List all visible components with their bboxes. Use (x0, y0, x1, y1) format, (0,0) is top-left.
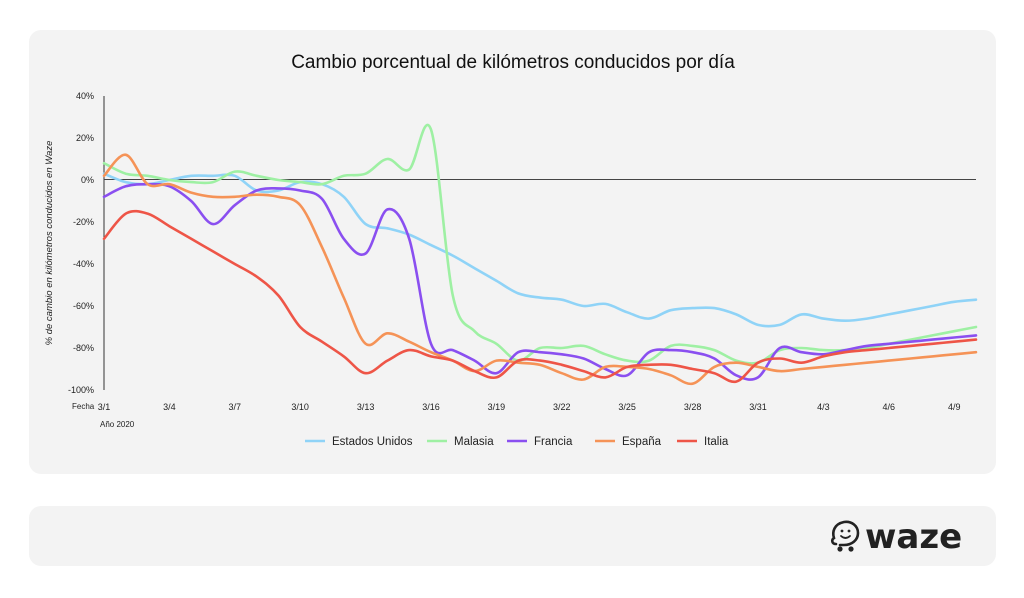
y-tick-label: 40% (76, 91, 94, 101)
x-tick-label: 3/22 (553, 402, 571, 412)
x-tick-label: 3/19 (488, 402, 506, 412)
x-tick-label: 3/10 (291, 402, 309, 412)
x-axis: 3/1 3/4 3/7 3/10 3/13 3/16 3/19 3/22 3/25 3/28 3/3… (98, 402, 961, 412)
waze-icon (830, 520, 860, 552)
y-tick-label: -20% (73, 217, 94, 227)
y-tick-label: 20% (76, 133, 94, 143)
legend-label: Italia (704, 436, 729, 448)
legend: Estados Unidos Malasia Francia España Italia (305, 436, 729, 448)
x-tick-label: 3/31 (749, 402, 767, 412)
x-tick-label: 3/16 (422, 402, 440, 412)
x-axis-sublabel: Año 2020 (100, 420, 135, 429)
chart-card (29, 30, 996, 474)
y-tick-label: -40% (73, 259, 94, 269)
series-line-italia (102, 209, 978, 384)
waze-logo: waze (830, 517, 962, 557)
x-tick-label: 3/25 (618, 402, 636, 412)
legend-label: Francia (534, 436, 573, 448)
x-tick-label: 3/28 (684, 402, 702, 412)
x-tick-label: 4/6 (883, 402, 896, 412)
y-tick-label: -60% (73, 301, 94, 311)
y-axis: 40% 20% 0% -20% -40% -60% -80% -100% (68, 91, 94, 395)
series-lines (102, 123, 978, 386)
y-tick-label: 0% (81, 175, 94, 185)
x-tick-label: 4/3 (817, 402, 830, 412)
x-tick-label: 3/1 (98, 402, 111, 412)
y-tick-label: -80% (73, 343, 94, 353)
x-tick-label: 4/9 (948, 402, 961, 412)
chart-title: Cambio porcentual de kilómetros conducid… (291, 52, 735, 73)
logo-card: waze (29, 506, 996, 566)
x-tick-label: 3/7 (229, 402, 242, 412)
y-tick-label: -100% (68, 385, 94, 395)
x-tick-label: 3/13 (357, 402, 375, 412)
y-axis-label: % de cambio en kilómetros conducidos en … (44, 141, 55, 346)
series-line-estados-unidos (102, 172, 978, 328)
legend-label: España (622, 436, 662, 448)
legend-label: Estados Unidos (332, 436, 413, 448)
series-line-malasia (102, 123, 978, 365)
x-tick-label: 3/4 (163, 402, 176, 412)
x-axis-label: Fecha (72, 402, 95, 411)
series-line-espana (102, 153, 978, 386)
series-line-francia (102, 182, 978, 381)
waze-logo-text: waze (865, 517, 962, 557)
legend-label: Malasia (454, 436, 494, 448)
